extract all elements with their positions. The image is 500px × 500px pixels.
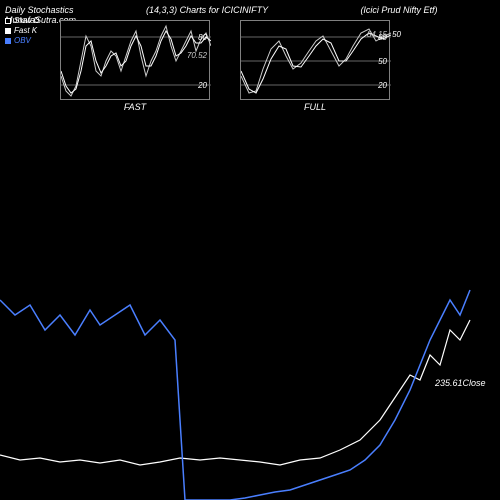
legend-slow-d: Slow D (5, 16, 39, 26)
full-axis-50: 50 (378, 57, 387, 66)
main-chart-panel: 235.61Close (0, 280, 500, 500)
legend-obv: OBV (5, 36, 39, 46)
main-close-label: 235.61Close (435, 378, 486, 388)
legend-label-slow-d: Slow D (14, 16, 39, 26)
legend-label-obv: OBV (14, 36, 31, 46)
fast-chart-panel: 80 20 70.52 (60, 20, 210, 100)
legend-box-obv (5, 38, 11, 44)
legend-fast-k: Fast K (5, 26, 39, 36)
header-title: Daily Stochastics (5, 5, 74, 15)
full-chart-title: FULL (240, 102, 390, 112)
header-desc: (Icici Prud Nifty Etf) (360, 5, 437, 15)
full-value-label: 84.15 (367, 30, 387, 39)
legend-box-slow-d (5, 18, 11, 24)
full-axis-20: 20 (378, 81, 387, 90)
full-value-label2: 50 (392, 30, 401, 39)
legend-label-fast-k: Fast K (14, 26, 37, 36)
fast-axis-80: 80 (198, 33, 207, 42)
fast-chart-title: FAST (60, 102, 210, 112)
legend-box-fast-k (5, 28, 11, 34)
fast-chart-svg (61, 21, 211, 101)
fast-value-label: 70.52 (187, 51, 207, 60)
main-chart-svg (0, 280, 500, 500)
header-params: (14,3,3) Charts for ICICINIFTY (146, 5, 268, 15)
fast-axis-20: 20 (198, 81, 207, 90)
full-chart-panel: 80 50 20 84.15 50 (240, 20, 390, 100)
legend: Slow D Fast K OBV (5, 16, 39, 46)
